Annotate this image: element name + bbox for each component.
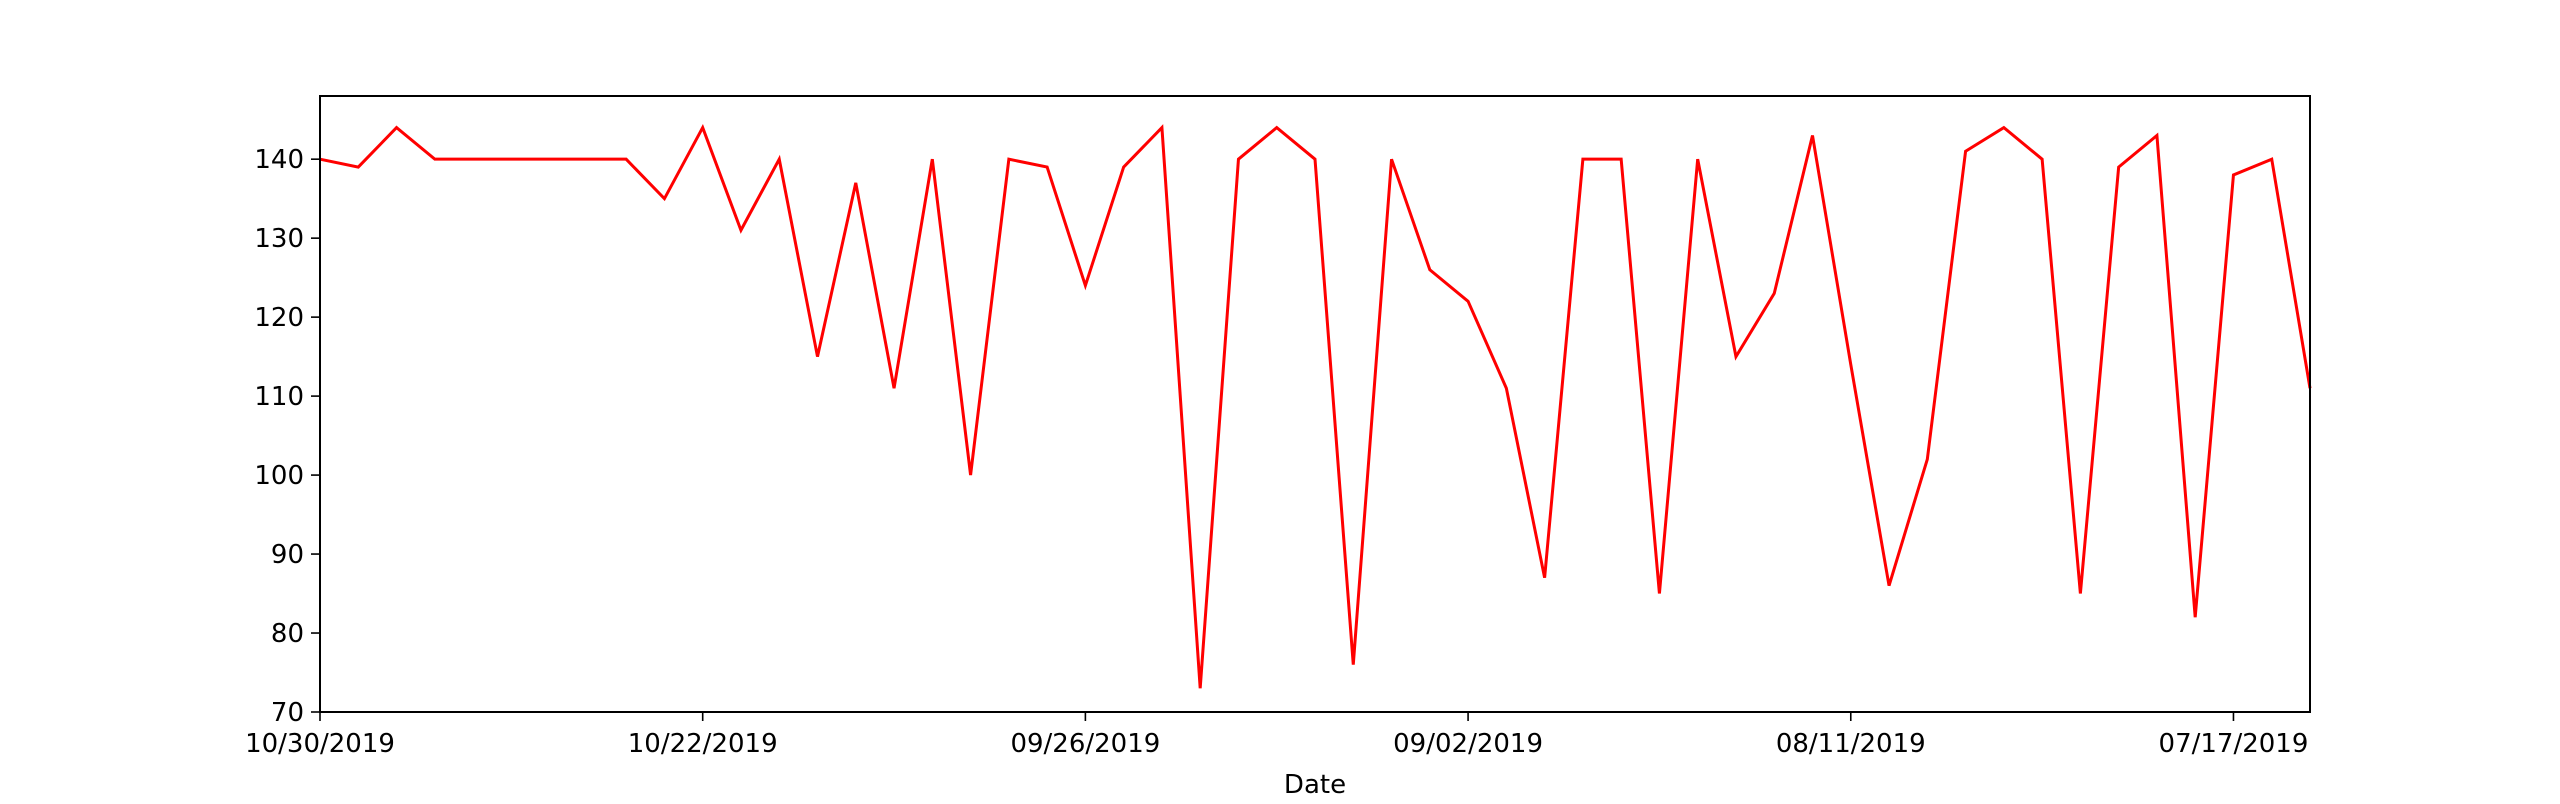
x-tick-label: 08/11/2019 bbox=[1776, 729, 1926, 759]
y-tick-label: 110 bbox=[254, 382, 304, 412]
x-axis-label: Date bbox=[1284, 770, 1346, 800]
plot-layer bbox=[319, 123, 2312, 689]
y-tick-label: 90 bbox=[271, 540, 304, 570]
series-line bbox=[319, 123, 2312, 689]
y-tick-label: 100 bbox=[254, 461, 304, 491]
plot-frame bbox=[319, 95, 2311, 713]
x-tick-label: 09/02/2019 bbox=[1393, 729, 1543, 759]
x-tick-label: 07/17/2019 bbox=[2159, 729, 2309, 759]
x-tick-label: 10/22/2019 bbox=[628, 729, 778, 759]
y-tick-label: 130 bbox=[254, 224, 304, 254]
y-tick-label: 140 bbox=[254, 145, 304, 175]
x-tick-label: 10/30/2019 bbox=[245, 729, 395, 759]
x-axis: 10/30/2019 10/22/2019 09/26/2019 09/02/2019… bbox=[245, 712, 2308, 759]
x-tick-label: 09/26/2019 bbox=[1010, 729, 1160, 759]
y-tick-label: 120 bbox=[254, 303, 304, 333]
y-axis: 70 80 90 100 110 120 130 140 bbox=[254, 145, 320, 728]
y-tick-label: 70 bbox=[271, 698, 304, 728]
y-tick-label: 80 bbox=[271, 619, 304, 649]
